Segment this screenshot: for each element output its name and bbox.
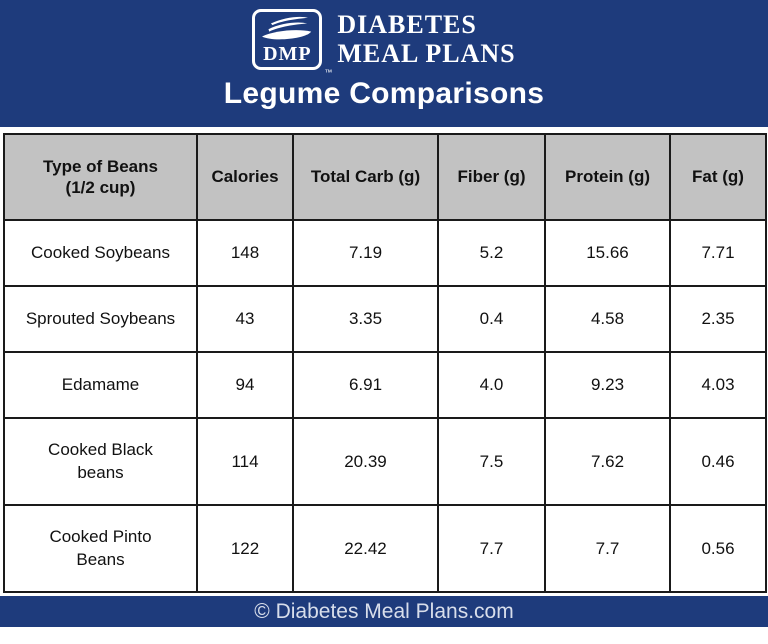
table-row-cooked-soybeans: Cooked Soybeans 148 7.19 5.2 15.66 7.71 bbox=[3, 219, 767, 287]
fiber-cell: 7.5 bbox=[437, 417, 546, 506]
table-row-cooked-black-beans: Cooked Black beans 114 20.39 7.5 7.62 0.… bbox=[3, 417, 767, 506]
trademark-symbol: ™ bbox=[324, 68, 333, 77]
dmp-logo-text: DMP bbox=[263, 43, 312, 65]
fat-cell: 7.71 bbox=[669, 219, 767, 287]
protein-cell: 9.23 bbox=[544, 351, 671, 419]
fat-cell: 4.03 bbox=[669, 351, 767, 419]
col-header-type-line1: Type of Beans bbox=[43, 156, 158, 176]
table-row-sprouted-soybeans: Sprouted Soybeans 43 3.35 0.4 4.58 2.35 bbox=[3, 285, 767, 353]
calories-cell: 114 bbox=[196, 417, 294, 506]
calories-cell: 94 bbox=[196, 351, 294, 419]
fiber-cell: 5.2 bbox=[437, 219, 546, 287]
protein-cell: 7.62 bbox=[544, 417, 671, 506]
page-title: Legume Comparisons bbox=[223, 77, 545, 110]
total-carb-cell: 6.91 bbox=[292, 351, 439, 419]
bean-name-cell: Edamame bbox=[3, 351, 198, 419]
brand-wordmark-line2: MEAL PLANS bbox=[337, 38, 516, 68]
footer-bar: © Diabetes Meal Plans.com bbox=[0, 596, 768, 627]
header-row: Type of Beans (1/2 cup) Calories Total C… bbox=[3, 133, 767, 221]
calories-cell: 43 bbox=[196, 285, 294, 353]
col-header-fat: Fat (g) bbox=[669, 133, 767, 221]
total-carb-cell: 7.19 bbox=[292, 219, 439, 287]
calories-cell: 148 bbox=[196, 219, 294, 287]
col-header-fiber: Fiber (g) bbox=[437, 133, 546, 221]
col-header-type-of-beans: Type of Beans (1/2 cup) bbox=[3, 133, 198, 221]
total-carb-cell: 22.42 bbox=[292, 504, 439, 593]
fiber-cell: 7.7 bbox=[437, 504, 546, 593]
plate-swoosh-icon bbox=[262, 16, 312, 40]
fiber-cell: 0.4 bbox=[437, 285, 546, 353]
total-carb-cell: 3.35 bbox=[292, 285, 439, 353]
col-header-type-line2: (1/2 cup) bbox=[65, 178, 136, 197]
col-header-calories: Calories bbox=[196, 133, 294, 221]
brand-row: DMP ™ DIABETES MEAL PLANS bbox=[0, 9, 768, 77]
col-header-total-carb: Total Carb (g) bbox=[292, 133, 439, 221]
brand-banner: DMP ™ DIABETES MEAL PLANS Legume Compari… bbox=[0, 0, 768, 127]
table-row-edamame: Edamame 94 6.91 4.0 9.23 4.03 bbox=[3, 351, 767, 419]
bean-name-cell: Cooked Soybeans bbox=[3, 219, 198, 287]
brand-wordmark-line1: DIABETES bbox=[337, 9, 477, 39]
dmp-logo: DMP ™ bbox=[252, 9, 332, 77]
protein-cell: 15.66 bbox=[544, 219, 671, 287]
fiber-cell: 4.0 bbox=[437, 351, 546, 419]
protein-cell: 7.7 bbox=[544, 504, 671, 593]
fat-cell: 0.56 bbox=[669, 504, 767, 593]
table-body: Cooked Soybeans 148 7.19 5.2 15.66 7.71 … bbox=[3, 219, 767, 593]
total-carb-cell: 20.39 bbox=[292, 417, 439, 506]
calories-cell: 122 bbox=[196, 504, 294, 593]
bean-name-cell: Cooked Pinto Beans bbox=[3, 504, 198, 593]
fat-cell: 0.46 bbox=[669, 417, 767, 506]
footer-credit-text: © Diabetes Meal Plans.com bbox=[254, 599, 514, 623]
bean-name-cell: Sprouted Soybeans bbox=[3, 285, 198, 353]
table-header: Type of Beans (1/2 cup) Calories Total C… bbox=[3, 133, 767, 221]
table-row-cooked-pinto-beans: Cooked Pinto Beans 122 22.42 7.7 7.7 0.5… bbox=[3, 504, 767, 593]
col-header-protein: Protein (g) bbox=[544, 133, 671, 221]
table-area: Type of Beans (1/2 cup) Calories Total C… bbox=[0, 127, 768, 593]
bean-name-cell: Cooked Black beans bbox=[3, 417, 198, 506]
dmp-logo-box: DMP bbox=[252, 9, 323, 70]
protein-cell: 4.58 bbox=[544, 285, 671, 353]
fat-cell: 2.35 bbox=[669, 285, 767, 353]
brand-wordmark: DIABETES MEAL PLANS bbox=[337, 9, 516, 68]
legume-comparison-table: Type of Beans (1/2 cup) Calories Total C… bbox=[3, 133, 767, 593]
